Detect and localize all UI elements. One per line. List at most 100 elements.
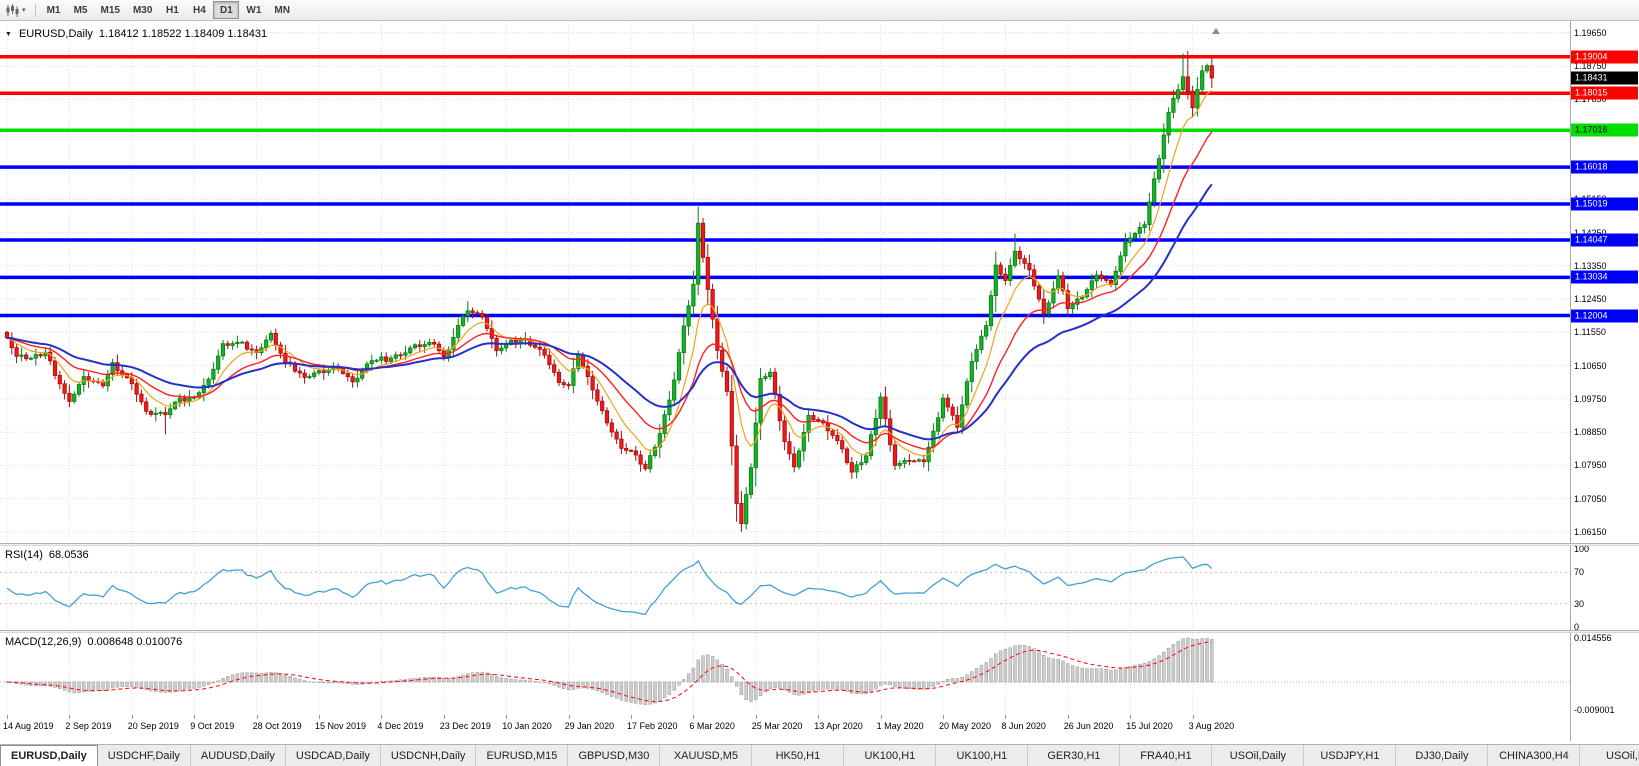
candlestick-chart[interactable] xyxy=(0,21,1570,543)
date-axis-tick xyxy=(319,715,320,719)
rsi-name: RSI(14) xyxy=(5,549,43,561)
price-axis-label: 1.06150 xyxy=(1574,526,1607,537)
date-axis-tick xyxy=(443,715,445,719)
chart-tab-dj30-daily[interactable]: DJ30,Daily xyxy=(1396,745,1489,766)
date-axis-tick xyxy=(693,715,695,719)
macd-axis-label-top: 0.014556 xyxy=(1574,633,1612,643)
timeframe-button-m30[interactable]: M30 xyxy=(127,1,158,19)
chart-tab-gbpusd-m30[interactable]: GBPUSD,M30 xyxy=(568,745,661,766)
rsi-indicator-label: RSI(14) 68.0536 xyxy=(5,549,89,561)
date-axis-label: 10 Jan 2020 xyxy=(502,721,552,731)
chart-tab-usdchf-daily[interactable]: USDCHF,Daily xyxy=(97,745,191,766)
pane-divider[interactable] xyxy=(0,630,1639,633)
date-axis-tick xyxy=(131,715,133,719)
current-price-tag: 1.18431 xyxy=(1571,71,1638,85)
price-axis-label: 1.07950 xyxy=(1574,460,1607,471)
timeframe-toolbar: ▾ M1 M5 M15 M30 H1 H4 D1 W1 MN xyxy=(0,0,1639,21)
date-axis-tick xyxy=(818,715,820,719)
date-axis-tick xyxy=(631,715,632,719)
date-axis-tick xyxy=(69,715,71,719)
macd-values: 0.008648 0.010076 xyxy=(87,636,183,648)
chart-tab-ger30-h1[interactable]: GER30,H1 xyxy=(1028,745,1121,766)
price-axis-label: 1.09750 xyxy=(1574,393,1607,404)
rsi-axis-label: 70 xyxy=(1574,567,1585,578)
timeframe-button-h4[interactable]: H4 xyxy=(186,1,212,19)
timeframe-button-h1[interactable]: H1 xyxy=(159,1,185,19)
chart-tab-uk100-h1[interactable]: UK100,H1 xyxy=(844,745,937,766)
chart-tab-china300-h4[interactable]: CHINA300,H4 xyxy=(1488,745,1581,766)
date-axis-tick xyxy=(506,715,508,719)
date-axis-tick xyxy=(1192,715,1194,719)
chart-type-icon[interactable] xyxy=(3,2,22,19)
chart-tab-eurusd-daily[interactable]: EURUSD,Daily xyxy=(0,745,98,766)
date-axis-label: 23 Dec 2019 xyxy=(439,721,491,731)
hline-price-tag: 1.17016 xyxy=(1571,123,1638,137)
rsi-value: 68.0536 xyxy=(48,549,89,561)
date-axis-tick xyxy=(755,715,757,719)
chart-type-dropdown-icon[interactable]: ▾ xyxy=(22,7,26,14)
macd-name: MACD(12,26,9) xyxy=(5,636,82,648)
hline-price-tag: 1.12004 xyxy=(1571,309,1638,322)
chart-tab-eurusd-m15[interactable]: EURUSD,M15 xyxy=(476,745,569,766)
rsi-axis-label: 0 xyxy=(1574,622,1580,632)
macd-indicator-chart[interactable] xyxy=(0,633,1570,715)
scale-separator xyxy=(1570,21,1571,741)
price-axis-label: 1.18750 xyxy=(1574,61,1607,72)
chart-tabs-bar: EURUSD,Daily USDCHF,Daily AUDUSD,Daily USDC… xyxy=(0,744,1639,766)
chart-tab-hk50-h1[interactable]: HK50,H1 xyxy=(752,745,845,766)
date-axis[interactable]: 14 Aug 2019 2 Sep 2019 20 Sep 2019 9 Oct 20… xyxy=(0,715,1570,741)
date-axis-label: 9 Oct 2019 xyxy=(190,721,235,731)
rsi-indicator-chart[interactable] xyxy=(0,546,1570,630)
timeframe-button-m1[interactable]: M1 xyxy=(41,1,67,19)
chart-tab-usdjpy-h1[interactable]: USDJPY,H1 xyxy=(1304,745,1397,766)
pane-divider[interactable] xyxy=(0,543,1639,546)
chart-tab-usdcad-daily[interactable]: USDCAD,Daily xyxy=(285,745,381,766)
rsi-axis-label: 30 xyxy=(1574,598,1585,609)
date-axis-label: 1 May 2020 xyxy=(876,721,924,731)
timeframe-button-mn[interactable]: MN xyxy=(268,1,296,19)
macd-scale[interactable]: 0.014556 -0.009001 xyxy=(1570,633,1639,715)
chart-tab-usdcnh-daily[interactable]: USDCNH,Daily xyxy=(380,745,477,766)
chart-tab-fra40-h1[interactable]: FRA40,H1 xyxy=(1120,745,1213,766)
chart-title: ▼ EURUSD,Daily 1.18412 1.18522 1.18409 1… xyxy=(5,28,267,40)
date-axis-tick xyxy=(256,715,258,719)
chart-tab-usoil-d[interactable]: USOil,D xyxy=(1580,745,1639,766)
date-axis-label: 4 Dec 2019 xyxy=(377,721,424,731)
price-scale[interactable]: 1.196501.187501.178501.169501.160501.151… xyxy=(1570,21,1639,543)
hline-price-tag: 1.16018 xyxy=(1571,160,1638,174)
date-axis-label: 6 Mar 2020 xyxy=(689,721,735,731)
price-axis-label: 1.11550 xyxy=(1574,327,1606,338)
macd-indicator-label: MACD(12,26,9) 0.008648 0.010076 xyxy=(5,636,182,648)
date-axis-label: 15 Nov 2019 xyxy=(315,721,367,731)
date-axis-tick xyxy=(1005,715,1007,719)
timeframe-button-w1[interactable]: W1 xyxy=(240,1,267,19)
date-axis-label: 20 Sep 2019 xyxy=(127,721,179,731)
date-axis-label: 13 Apr 2020 xyxy=(814,721,863,731)
price-axis-label: 1.14250 xyxy=(1574,227,1607,238)
chart-tab-usoil-daily[interactable]: USOil,Daily xyxy=(1212,745,1305,766)
hline-price-tag: 1.19004 xyxy=(1571,50,1638,64)
toolbar-separator xyxy=(34,3,36,17)
price-axis-label: 1.13350 xyxy=(1574,260,1607,271)
price-axis-label: 1.12450 xyxy=(1574,294,1607,304)
date-axis-label: 26 Jun 2020 xyxy=(1063,721,1114,731)
rsi-scale[interactable]: 100 70 30 0 xyxy=(1570,544,1639,632)
date-axis-label: 14 Aug 2019 xyxy=(3,721,54,731)
date-axis-label: 3 Aug 2020 xyxy=(1188,721,1235,731)
timeframe-button-m5[interactable]: M5 xyxy=(68,1,94,19)
date-axis-tick xyxy=(568,715,570,719)
timeframe-button-m15[interactable]: M15 xyxy=(95,1,126,19)
chart-region: 1.196501.187501.178501.169501.160501.151… xyxy=(0,21,1639,744)
date-axis-tick xyxy=(7,715,8,719)
timeframe-button-d1[interactable]: D1 xyxy=(213,1,240,19)
chart-tab-uk100-h1[interactable]: UK100,H1 xyxy=(936,745,1029,766)
date-axis-label: 8 Jun 2020 xyxy=(1001,721,1046,731)
chart-tab-xauusd-m5[interactable]: XAUUSD,M5 xyxy=(660,745,753,766)
chart-tab-audusd-daily[interactable]: AUDUSD,Daily xyxy=(190,745,286,766)
price-axis-label: 1.08850 xyxy=(1574,427,1607,438)
date-axis-tick xyxy=(194,715,196,719)
date-axis-tick xyxy=(880,715,882,719)
hline-price-tag: 1.18015 xyxy=(1571,86,1638,100)
chart-collapse-icon[interactable]: ▼ xyxy=(5,30,12,38)
